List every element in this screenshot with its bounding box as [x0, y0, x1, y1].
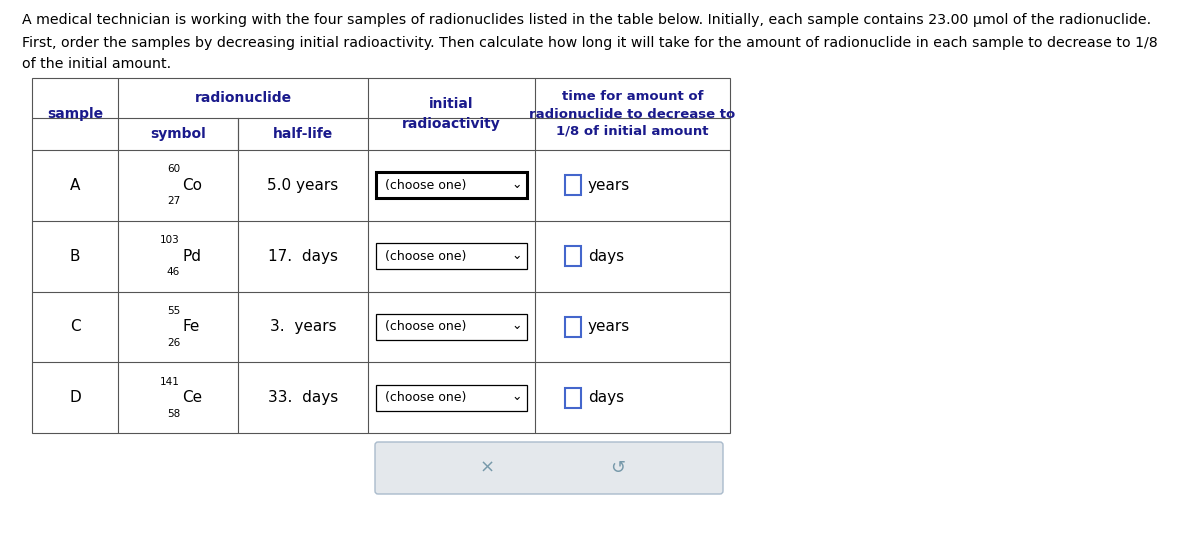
Text: Fe: Fe — [182, 319, 200, 334]
Text: time for amount of
radionuclide to decrease to
1/8 of initial amount: time for amount of radionuclide to decre… — [529, 91, 736, 138]
Text: initial
radioactivity: initial radioactivity — [402, 97, 501, 131]
Text: 58: 58 — [167, 409, 180, 418]
Text: Co: Co — [182, 178, 202, 193]
Text: sample: sample — [47, 107, 103, 121]
Text: Pd: Pd — [182, 248, 201, 264]
Text: D: D — [70, 390, 80, 405]
Text: ⌄: ⌄ — [511, 390, 522, 403]
Text: radionuclide: radionuclide — [195, 91, 292, 105]
Bar — [376, 172, 527, 198]
Text: B: B — [70, 248, 80, 264]
Text: days: days — [588, 390, 624, 405]
Text: 26: 26 — [167, 338, 180, 348]
Text: 141: 141 — [161, 377, 180, 386]
Text: days: days — [588, 248, 624, 264]
Text: ⌄: ⌄ — [511, 248, 522, 262]
Text: First, order the samples by decreasing initial radioactivity. Then calculate how: First, order the samples by decreasing i… — [22, 36, 1157, 50]
Bar — [565, 175, 581, 196]
Text: 46: 46 — [167, 267, 180, 277]
Bar — [376, 243, 527, 269]
Text: 33.  days: 33. days — [268, 390, 338, 405]
Text: 3.  years: 3. years — [269, 319, 337, 334]
Text: 17.  days: 17. days — [268, 248, 338, 264]
Bar — [32, 78, 730, 433]
Text: ×: × — [479, 459, 495, 477]
Text: half-life: half-life — [273, 127, 333, 141]
Bar — [376, 385, 527, 410]
Text: (choose one): (choose one) — [385, 320, 466, 333]
Bar — [565, 246, 581, 266]
Text: Ce: Ce — [182, 390, 202, 405]
Text: 55: 55 — [167, 306, 180, 316]
Text: (choose one): (choose one) — [385, 391, 466, 404]
Text: ↺: ↺ — [609, 459, 625, 477]
FancyBboxPatch shape — [376, 442, 723, 494]
Text: C: C — [70, 319, 80, 334]
Text: A medical technician is working with the four samples of radionuclides listed in: A medical technician is working with the… — [22, 13, 1151, 27]
Text: ⌄: ⌄ — [511, 319, 522, 333]
Text: symbol: symbol — [150, 127, 205, 141]
Text: 27: 27 — [167, 196, 180, 206]
Bar — [565, 317, 581, 337]
Text: (choose one): (choose one) — [385, 179, 466, 192]
Text: ⌄: ⌄ — [511, 178, 522, 191]
Text: years: years — [588, 178, 631, 193]
Bar — [376, 314, 527, 340]
Bar — [565, 387, 581, 408]
Text: of the initial amount.: of the initial amount. — [22, 57, 171, 71]
Text: 103: 103 — [161, 235, 180, 245]
Text: 5.0 years: 5.0 years — [267, 178, 339, 193]
Text: (choose one): (choose one) — [385, 249, 466, 263]
Text: A: A — [70, 178, 80, 193]
Text: 60: 60 — [167, 164, 180, 174]
Text: years: years — [588, 319, 631, 334]
